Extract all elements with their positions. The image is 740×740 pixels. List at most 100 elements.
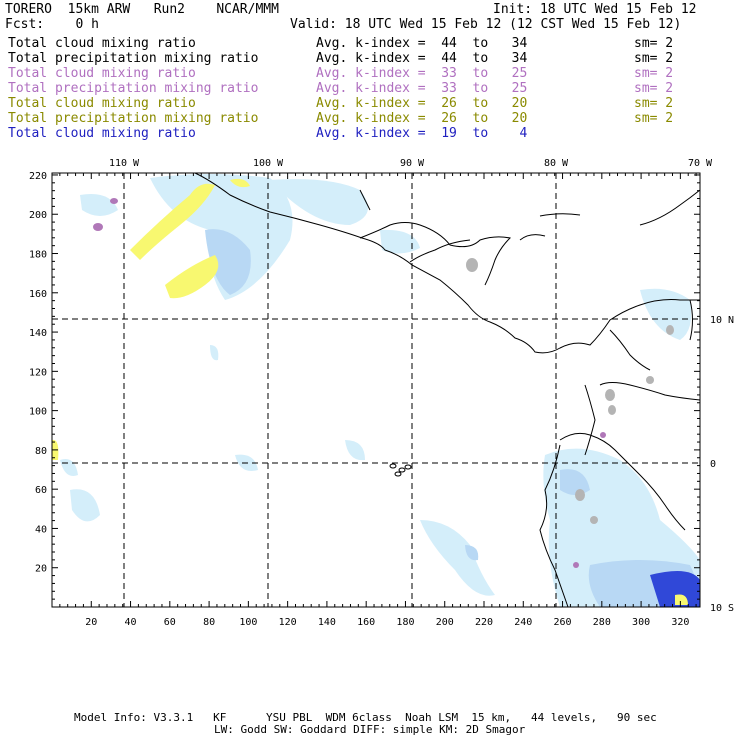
island [394, 471, 402, 477]
coastline [559, 432, 686, 531]
legend-kindex: Avg. k-index = 19 to 4 [316, 126, 528, 141]
coastline [359, 222, 512, 286]
purple-patch [93, 223, 103, 231]
latitude-label: 0 [710, 459, 716, 470]
cloud-shade [70, 489, 100, 522]
cloud-shade [80, 194, 118, 216]
coastline [359, 189, 371, 211]
latitude-label: 10 S [710, 603, 734, 614]
cloud-shade [640, 288, 692, 340]
left-tick-label: 220 [29, 171, 47, 182]
bottom-tick-label: 200 [436, 617, 454, 628]
coastline [639, 189, 701, 226]
bottom-tick-label: 60 [164, 617, 176, 628]
legend-sm: sm= 2 [634, 51, 674, 66]
left-tick-label: 40 [35, 524, 47, 535]
coastline [609, 329, 651, 371]
latitude-label: 10 N [710, 315, 734, 326]
legend-sm: sm= 2 [634, 66, 674, 81]
cloud-patch [575, 489, 585, 501]
forecast-hour: Fcst: 0 h [5, 17, 99, 32]
purple-patch [573, 562, 579, 568]
island [389, 463, 397, 469]
purple-patch [600, 432, 606, 438]
cloud-patch [608, 405, 616, 415]
left-tick-label: 140 [29, 328, 47, 339]
island [404, 464, 412, 470]
bottom-tick-label: 120 [279, 617, 297, 628]
legend-field: Total cloud mixing ratio [8, 36, 196, 51]
coastline [539, 444, 569, 608]
precip-shade [130, 183, 215, 260]
legend-field: Total cloud mixing ratio [8, 96, 196, 111]
legend-kindex: Avg. k-index = 44 to 34 [316, 51, 528, 66]
coastline [519, 234, 546, 241]
purple-patch [110, 198, 118, 204]
coastline [409, 239, 471, 263]
legend-field: Total precipitation mixing ratio [8, 81, 259, 96]
bottom-tick-label: 180 [396, 617, 414, 628]
longitude-label: 100 W [253, 158, 284, 169]
bottom-tick-label: 160 [357, 617, 375, 628]
cloud-shade [380, 229, 420, 254]
cloud-patch [466, 258, 478, 272]
bottom-tick-label: 80 [203, 617, 215, 628]
cloud-patch [666, 325, 674, 335]
left-tick-label: 100 [29, 407, 47, 418]
left-tick-label: 60 [35, 485, 47, 496]
legend-kindex: Avg. k-index = 33 to 25 [316, 66, 528, 81]
model-info: Model Info: V3.3.1 KF YSU PBL WDM 6class… [74, 711, 657, 724]
valid-time: Valid: 18 UTC Wed 15 Feb 12 (12 CST Wed … [290, 17, 682, 32]
coastline [584, 384, 596, 456]
bottom-tick-label: 100 [239, 617, 257, 628]
bottom-tick-label: 280 [593, 617, 611, 628]
legend-sm: sm= 2 [634, 96, 674, 111]
cloud-shade [465, 545, 479, 561]
coastline [539, 213, 581, 217]
bottom-tick-label: 20 [85, 617, 97, 628]
cloud-shade [270, 179, 368, 225]
map-frame [51, 172, 701, 608]
island [398, 467, 406, 473]
legend-sm: sm= 2 [634, 111, 674, 126]
legend-sm: sm= 2 [634, 36, 674, 51]
left-tick-label: 80 [35, 446, 47, 457]
left-tick-label: 180 [29, 250, 47, 261]
cloud-shade [345, 440, 365, 461]
bottom-tick-label: 300 [632, 617, 650, 628]
cloud-patch [590, 516, 598, 524]
bottom-tick-label: 40 [125, 617, 137, 628]
precip-shade [675, 594, 688, 605]
longitude-label: 70 W [688, 158, 713, 169]
bottom-tick-label: 140 [318, 617, 336, 628]
legend-kindex: Avg. k-index = 26 to 20 [316, 96, 528, 111]
left-tick-label: 120 [29, 367, 47, 378]
physics-info: LW: Godd SW: Goddard DIFF: simple KM: 2D… [214, 723, 526, 736]
cloud-shade [205, 229, 251, 295]
model-title: TORERO 15km ARW Run2 NCAR/MMM [5, 2, 279, 17]
legend-kindex: Avg. k-index = 26 to 20 [316, 111, 528, 126]
longitude-label: 80 W [544, 158, 569, 169]
legend-field: Total cloud mixing ratio [8, 66, 196, 81]
coastline [194, 172, 700, 354]
left-tick-label: 200 [29, 210, 47, 221]
cloud-patch [646, 376, 654, 384]
cloud-shade [420, 520, 495, 596]
init-time: Init: 18 UTC Wed 15 Feb 12 [493, 2, 697, 17]
precip-shade [230, 178, 250, 188]
bottom-tick-label: 260 [554, 617, 572, 628]
cloud-shade [650, 571, 700, 607]
legend-kindex: Avg. k-index = 44 to 34 [316, 36, 528, 51]
legend-sm: sm= 2 [634, 81, 674, 96]
legend-kindex: Avg. k-index = 33 to 25 [316, 81, 528, 96]
bottom-tick-label: 240 [514, 617, 532, 628]
bottom-tick-label: 320 [671, 617, 689, 628]
left-tick-label: 160 [29, 289, 47, 300]
precip-shade [165, 255, 219, 299]
cloud-patch [605, 389, 615, 401]
cloud-shade [60, 459, 78, 476]
legend-field: Total precipitation mixing ratio [8, 51, 259, 66]
longitude-label: 90 W [400, 158, 425, 169]
coastline [689, 299, 693, 341]
cloud-shade [210, 345, 219, 361]
